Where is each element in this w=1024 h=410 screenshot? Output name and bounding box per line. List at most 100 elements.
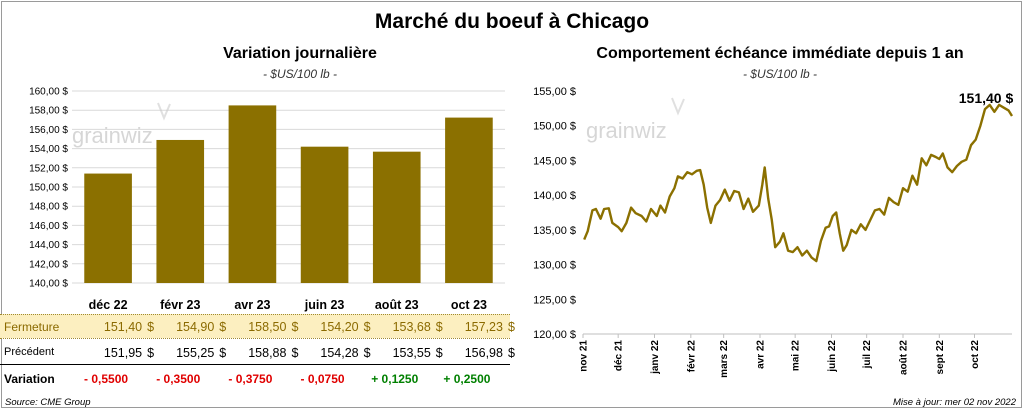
bar-0 xyxy=(84,173,132,283)
table-cell: 153,55 $ xyxy=(363,346,443,360)
table-cell-value: 151,95 xyxy=(103,346,143,360)
table-cell-value: 155,25 xyxy=(176,346,215,360)
table-cell: - 0,0750 xyxy=(283,372,363,386)
table-cell-value: 157,23 xyxy=(464,320,503,334)
line-x-tick-label: nov 21 xyxy=(579,340,590,372)
line-x-tick-label: févr 22 xyxy=(686,340,697,373)
bar-chart-bars xyxy=(84,105,493,284)
bar-y-tick-label: 148,00 $ xyxy=(29,202,68,213)
bar-chart-gridlines xyxy=(72,90,505,284)
bar-y-tick-label: 160,00 $ xyxy=(29,87,68,98)
bar-chart: grainwiz 140,00 $ 142,00 $ 144,00 $ 146,00 … xyxy=(29,87,505,312)
table-cell-currency: $ xyxy=(291,320,299,334)
table-cell-value: 153,55 xyxy=(392,346,431,360)
bar-4 xyxy=(372,151,421,283)
bar-chart-x-axis: déc 22 févr 23 avr 23 juin 23 août 23 oct 23 xyxy=(89,298,487,312)
table-cell-currency: $ xyxy=(147,320,155,334)
line-series xyxy=(583,103,1014,263)
line-y-tick-label: 145,00 $ xyxy=(533,155,576,167)
table-cell-value: 158,50 xyxy=(248,320,287,334)
table-cell-value: - 0,0750 xyxy=(300,372,345,386)
bar-x-label: déc 22 xyxy=(89,298,128,312)
line-x-tick-label: janv 22 xyxy=(650,340,661,375)
table-cell-currency: $ xyxy=(363,346,371,360)
table-cell: 158,50 $ xyxy=(218,320,298,334)
line-chart-x-axis: nov 21 déc 21 janv 22 févr 22 mars 22 avr 22 m… xyxy=(579,333,1012,378)
bar-x-label: juin 23 xyxy=(304,298,345,312)
fermeture-row-bg xyxy=(0,314,510,338)
table-cell: 157,23 $ xyxy=(435,320,515,334)
bar-y-tick-label: 152,00 $ xyxy=(29,163,68,174)
last-price-label: 151,40 $ xyxy=(959,90,1014,106)
bar-x-label: août 23 xyxy=(375,298,419,312)
line-chart-y-axis: 120,00 $ 125,00 $ 130,00 $ 135,00 $ 140,00 $… xyxy=(533,86,576,341)
table-cell: - 0,3500 xyxy=(138,372,218,386)
line-y-tick-label: 125,00 $ xyxy=(533,294,576,306)
right-watermark-text: grainwiz xyxy=(586,118,667,143)
line-y-tick-label: 135,00 $ xyxy=(533,225,576,237)
variation-row-top-border xyxy=(0,364,510,365)
row-label-variation: Variation xyxy=(4,372,55,386)
left-chart-title: Variation journalière xyxy=(223,45,377,62)
line-y-tick-label: 150,00 $ xyxy=(533,121,576,133)
table-cell-currency: $ xyxy=(291,346,299,360)
line-x-tick-label: mai 22 xyxy=(791,340,802,372)
table-cell: + 0,1250 xyxy=(355,372,435,386)
right-watermark-mark xyxy=(671,97,685,116)
line-x-tick-label: juil 22 xyxy=(862,340,873,370)
table-cell: - 0,3750 xyxy=(210,372,290,386)
row-label-fermeture: Fermeture xyxy=(4,320,60,334)
table-cell-currency: $ xyxy=(435,320,443,334)
line-x-tick-label: avr 22 xyxy=(755,340,766,369)
table-cell: 151,95 $ xyxy=(74,346,154,360)
table-cell-value: - 0,5500 xyxy=(84,372,129,386)
table-cell-currency: $ xyxy=(219,346,227,360)
table-cell-currency: $ xyxy=(147,346,155,360)
fermeture-row-bottom-border xyxy=(0,338,510,339)
row-label-precedent: Précédent xyxy=(4,346,55,358)
table-cell-value: - 0,3500 xyxy=(156,372,201,386)
line-x-tick-label: juin 22 xyxy=(827,340,838,373)
table-cell-currency: $ xyxy=(363,320,371,334)
left-watermark: grainwiz xyxy=(72,102,171,148)
bar-y-tick-label: 156,00 $ xyxy=(29,125,68,136)
line-x-tick-label: sept 22 xyxy=(935,340,946,375)
table-cell: 153,68 $ xyxy=(363,320,443,334)
table-cell-value: 154,20 xyxy=(320,320,359,334)
table-cell-value: - 0,3750 xyxy=(228,372,273,386)
bar-5 xyxy=(445,117,493,283)
source-note: Source: CME Group xyxy=(5,397,91,408)
bar-2 xyxy=(228,105,277,284)
line-y-tick-label: 155,00 $ xyxy=(533,86,576,98)
bar-y-tick-label: 146,00 $ xyxy=(29,221,68,232)
table-cell-value: 154,90 xyxy=(176,320,215,334)
bar-x-label: avr 23 xyxy=(234,298,270,312)
left-watermark-mark xyxy=(157,102,171,121)
table-cell: - 0,5500 xyxy=(66,372,146,386)
line-y-tick-label: 120,00 $ xyxy=(533,329,576,341)
table-cell: 154,28 $ xyxy=(291,346,371,360)
table-cell-currency: $ xyxy=(219,320,227,334)
left-watermark-text: grainwiz xyxy=(72,123,153,148)
right-chart-subtitle: - $US/100 lb - xyxy=(742,67,818,81)
table-cell-value: 154,28 xyxy=(320,346,359,360)
table-cell: 156,98 $ xyxy=(435,346,515,360)
right-watermark: grainwiz xyxy=(586,97,685,143)
line-x-tick-label: août 22 xyxy=(898,340,909,375)
bar-y-tick-label: 150,00 $ xyxy=(29,183,68,194)
bar-3 xyxy=(300,146,349,283)
bar-x-label: févr 23 xyxy=(160,298,200,312)
line-y-tick-label: 140,00 $ xyxy=(533,190,576,202)
line-y-tick-label: 130,00 $ xyxy=(533,260,576,272)
table-cell-value: + 0,2500 xyxy=(443,372,491,386)
table-cell: 154,20 $ xyxy=(291,320,371,334)
line-x-tick-label: déc 21 xyxy=(614,340,625,372)
table-cell: 154,90 $ xyxy=(146,320,226,334)
line-x-tick-label: mars 22 xyxy=(719,340,730,378)
bar-y-tick-label: 142,00 $ xyxy=(29,259,68,270)
page-title: Marché du boeuf à Chicago xyxy=(374,10,650,33)
table-cell-value: 151,40 xyxy=(103,320,143,334)
table-cell-value: 158,88 xyxy=(248,346,287,360)
table-cell-currency: $ xyxy=(507,320,515,334)
